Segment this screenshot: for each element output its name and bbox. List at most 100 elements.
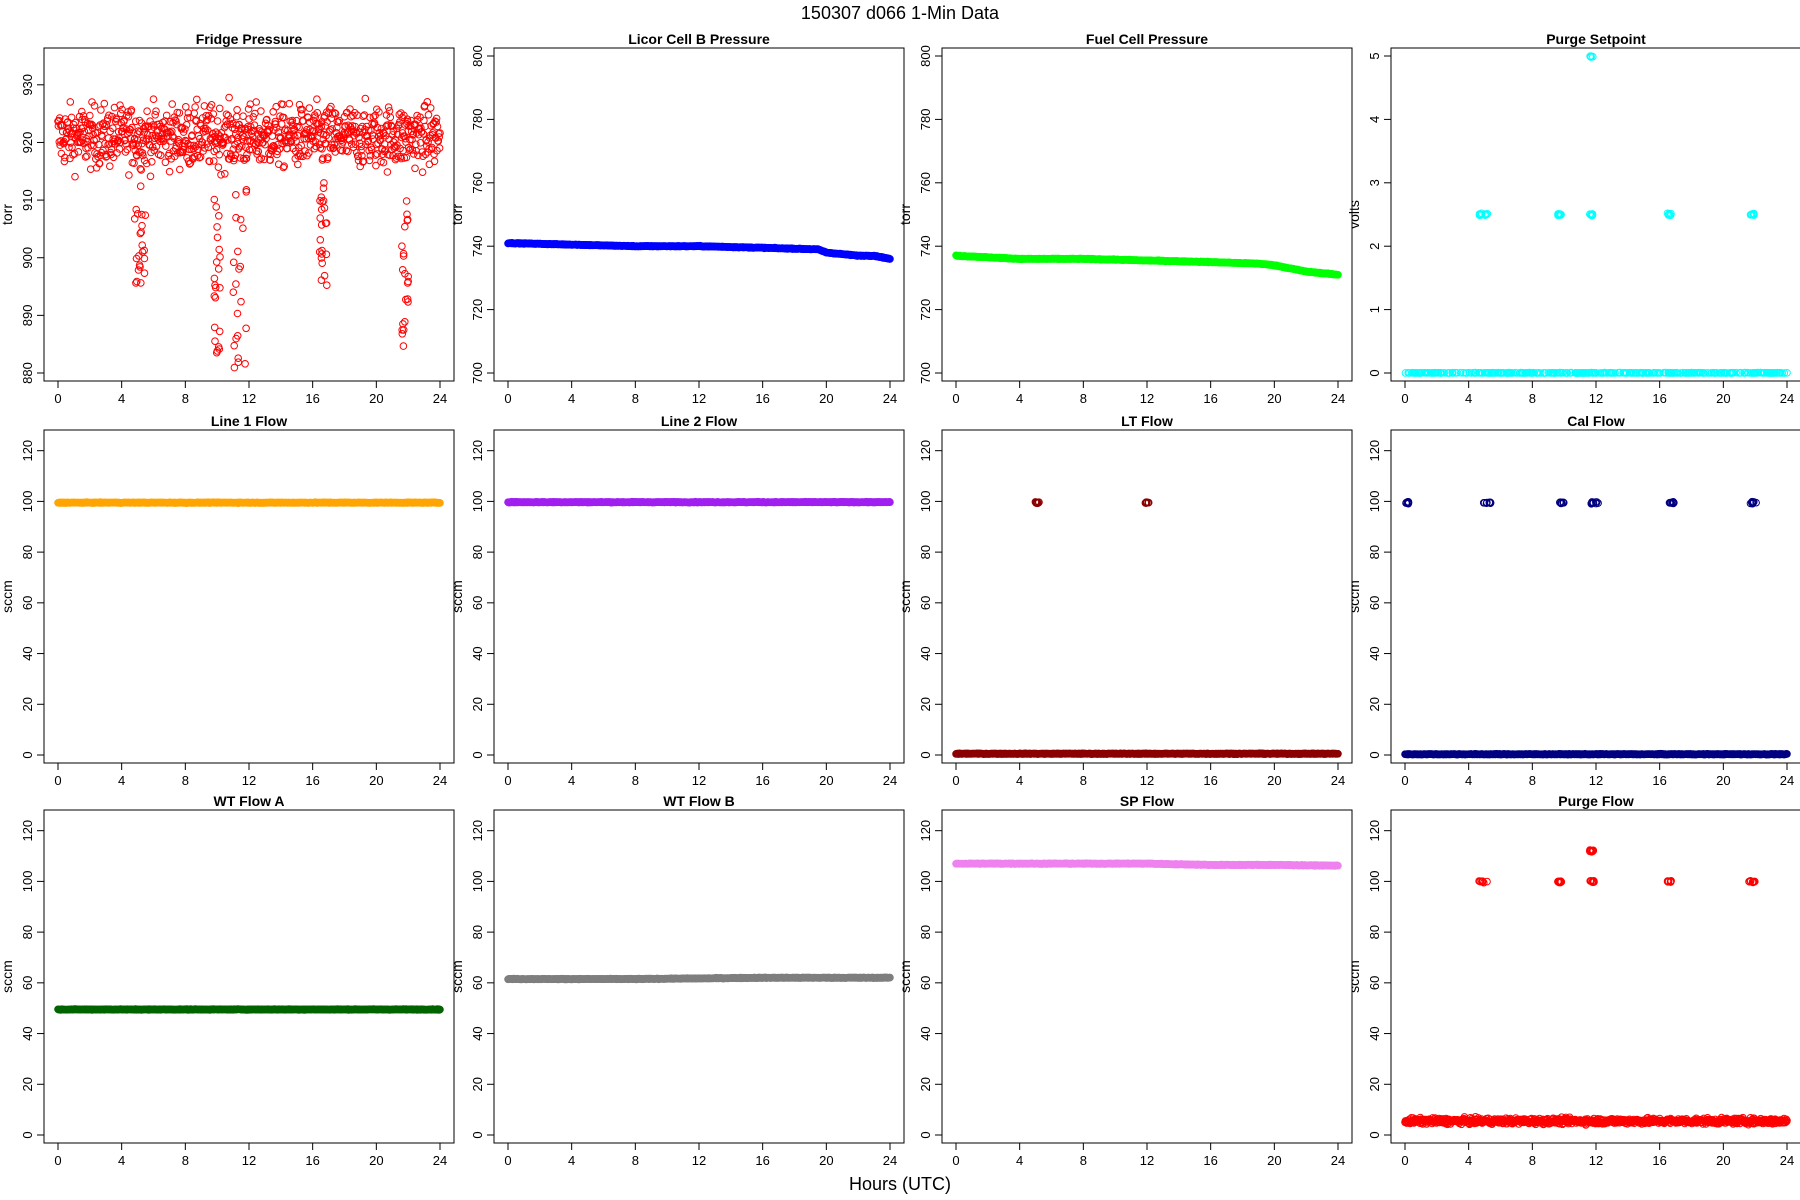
data-point (93, 128, 102, 137)
x-tick-label: 16 (755, 391, 769, 406)
x-tick-label: 24 (433, 773, 447, 788)
data-point (399, 320, 407, 328)
data-point (317, 221, 326, 229)
data-point (402, 295, 410, 304)
data-point (261, 119, 270, 128)
y-tick-label: 780 (470, 109, 485, 131)
data-point (170, 134, 178, 142)
data-points (952, 251, 1342, 279)
data-point (249, 139, 258, 147)
data-point (135, 261, 144, 270)
data-point (318, 250, 326, 258)
data-points (504, 239, 894, 263)
x-tick-label: 4 (1465, 391, 1472, 406)
data-point (132, 254, 141, 263)
data-point (319, 154, 327, 163)
data-point (322, 219, 331, 227)
data-point (71, 118, 80, 127)
data-point (401, 269, 409, 278)
data-point (57, 137, 65, 145)
x-tick-label: 16 (305, 773, 319, 788)
data-point (233, 106, 241, 114)
data-point (341, 122, 350, 130)
data-point (204, 143, 213, 152)
x-tick-label: 20 (819, 773, 833, 788)
data-point (321, 122, 330, 130)
data-points (54, 93, 444, 372)
x-tick-label: 20 (369, 391, 383, 406)
data-point (346, 105, 354, 113)
data-point (280, 113, 288, 122)
data-point (183, 114, 192, 122)
data-point (217, 171, 225, 179)
data-point (398, 330, 407, 338)
data-point (148, 143, 157, 151)
data-point (209, 110, 218, 118)
data-point (126, 125, 134, 134)
data-point (250, 121, 259, 129)
data-point (226, 115, 235, 123)
data-point (432, 114, 441, 123)
data-point (74, 148, 83, 156)
data-point (313, 109, 322, 117)
data-point (302, 126, 311, 134)
data-point (272, 123, 281, 132)
panel-title: Line 1 Flow (211, 413, 287, 429)
data-point (136, 182, 145, 190)
data-point (232, 213, 240, 222)
x-tick-label: 12 (242, 773, 256, 788)
data-point (123, 145, 131, 154)
data-point (361, 94, 370, 103)
y-tick-label: 0 (470, 751, 485, 758)
data-point (236, 154, 245, 162)
x-tick-label: 12 (242, 391, 256, 406)
data-point (126, 134, 135, 143)
data-point (214, 265, 223, 273)
data-point (357, 142, 366, 151)
data-point (55, 114, 64, 122)
data-point (419, 130, 428, 138)
data-point (211, 283, 220, 292)
data-point (313, 95, 321, 103)
data-point (185, 145, 193, 154)
data-point (399, 342, 408, 350)
x-tick-label: 24 (433, 391, 447, 406)
x-tick-label: 0 (504, 773, 511, 788)
data-point (330, 144, 338, 152)
data-point (239, 112, 247, 120)
x-tick-label: 0 (54, 391, 61, 406)
y-tick-label: 60 (470, 596, 485, 610)
data-point (403, 215, 412, 224)
data-point (382, 122, 390, 131)
panel-title: Fridge Pressure (196, 31, 303, 47)
data-point (90, 102, 99, 110)
data-point (241, 360, 249, 368)
data-point (149, 95, 158, 103)
y-axis-label: sccm (897, 580, 913, 613)
x-tick-label: 16 (1203, 773, 1217, 788)
data-point (127, 106, 136, 114)
y-tick-label: 740 (918, 235, 933, 257)
data-point (426, 104, 435, 112)
data-point (193, 95, 201, 104)
x-tick-label: 8 (182, 773, 189, 788)
data-point (372, 161, 380, 170)
data-point (242, 188, 251, 196)
x-tick-label: 20 (1716, 391, 1730, 406)
y-tick-label: 40 (918, 646, 933, 660)
data-point (408, 146, 417, 154)
y-tick-label: 700 (918, 362, 933, 384)
y-tick-label: 120 (918, 440, 933, 462)
y-tick-label: 740 (470, 235, 485, 257)
y-tick-label: 0 (20, 751, 35, 758)
y-tick-label: 910 (20, 189, 35, 211)
data-point (294, 160, 302, 169)
data-point (215, 150, 224, 159)
figure-xlabel: Hours (UTC) (849, 1174, 951, 1194)
data-point (159, 137, 168, 146)
data-point (128, 123, 136, 132)
data-point (322, 250, 331, 259)
data-point (216, 253, 224, 261)
